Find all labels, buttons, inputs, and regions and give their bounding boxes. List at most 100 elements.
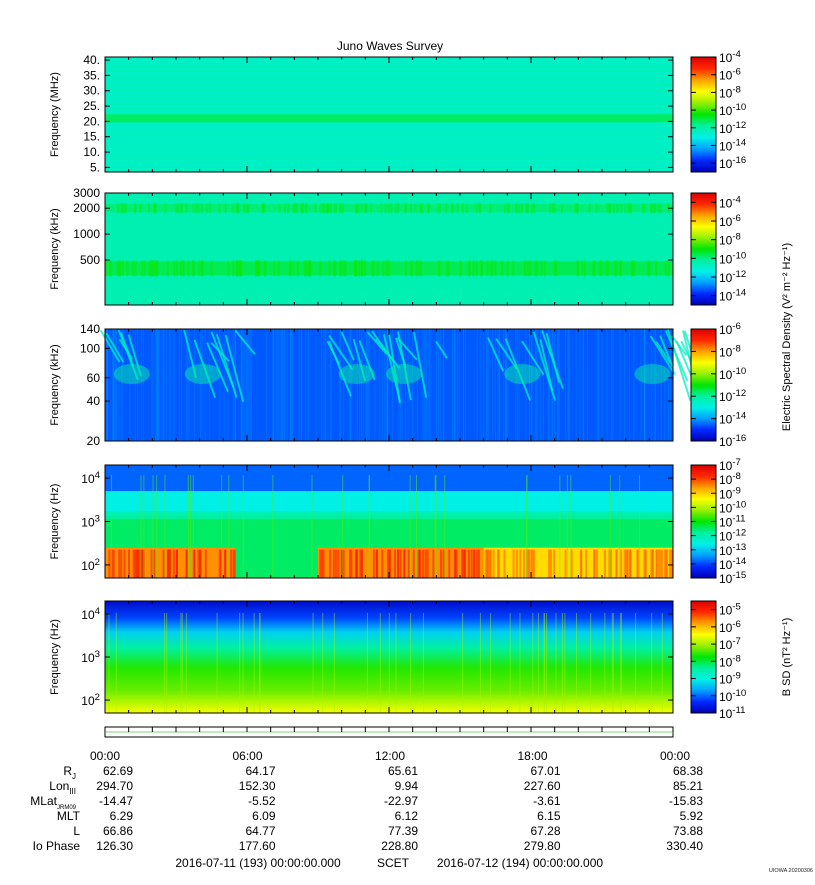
emission-streak [234, 329, 256, 355]
noise-streak [112, 329, 114, 441]
y-tick-label: 25. [83, 99, 100, 113]
colorbar-tick-label: 10-15 [719, 570, 746, 586]
emission-speckle [382, 260, 385, 277]
emission-speckle [192, 203, 195, 214]
noise-streak [367, 329, 369, 441]
emission-streak [105, 332, 125, 363]
emission-spike [467, 549, 470, 578]
emission-blob [386, 364, 422, 384]
noise-streak [426, 329, 428, 441]
ephemeris-value: 64.77 [245, 824, 275, 838]
emission-speckle [333, 203, 336, 214]
noise-streak [348, 329, 350, 441]
emission-spike [381, 549, 384, 578]
emission-spike [663, 549, 666, 578]
chart-title: Juno Waves Survey [337, 39, 443, 53]
y-tick-label: 140 [80, 322, 100, 336]
emission-speckle [179, 260, 182, 277]
emission-speckle [386, 260, 389, 277]
colorbar-tick-label: 10-8 [719, 232, 741, 248]
noise-streak [360, 329, 362, 441]
emission-streak [495, 338, 518, 370]
emission-spike [595, 549, 598, 578]
emission-spike [403, 549, 406, 578]
emission-speckle [288, 260, 291, 277]
emission-speckle [344, 260, 347, 277]
emission-speckle [177, 203, 180, 214]
emission-speckle [292, 260, 295, 277]
noise-streak [134, 329, 136, 441]
ephemeris-value: 152.30 [239, 779, 276, 793]
noise-streak [277, 329, 279, 441]
emission-speckle [654, 203, 657, 214]
ephemeris-value: 85.21 [673, 779, 703, 793]
ephemeris-value: -22.97 [384, 794, 418, 808]
emission-speckle [612, 203, 615, 214]
noise-streak [241, 329, 243, 441]
emission-speckle [376, 260, 379, 277]
emission-spike [530, 549, 533, 578]
spectrogram-striation [105, 89, 673, 91]
emission-speckle [322, 203, 325, 214]
emission-spike [424, 549, 427, 578]
emission-streak [435, 340, 448, 359]
time-label: 00:00 [90, 749, 120, 763]
colorbar-tick-label: 10-7 [719, 636, 741, 652]
emission-speckle [105, 260, 108, 277]
emission-speckle [409, 203, 412, 214]
emission-block [483, 547, 673, 578]
noise-streak [161, 329, 163, 441]
emission-streak [99, 329, 121, 363]
emission-spike [623, 549, 626, 578]
emission-speckle [456, 203, 459, 214]
noise-streak [480, 329, 482, 441]
emission-speckle [660, 203, 663, 214]
noise-streak [169, 329, 171, 441]
noise-streak [610, 329, 612, 441]
emission-spike [671, 549, 674, 578]
noise-streak [330, 329, 332, 441]
emission-speckle [643, 203, 646, 214]
colorbar-tick-label: 10-11 [719, 705, 746, 721]
noise-streak [485, 329, 487, 441]
timestamp-stamp: UIOWA 20200306 [769, 868, 813, 874]
y-tick-label: 100 [80, 341, 100, 355]
y-tick-label: 104 [81, 606, 100, 622]
emission-speckle [421, 203, 424, 214]
noise-streak [515, 329, 517, 441]
spectrogram-striation [105, 65, 673, 67]
emission-streak [371, 330, 396, 363]
emission-spike [199, 549, 202, 578]
emission-speckle [631, 260, 634, 277]
row-label: RJ [63, 764, 76, 781]
emission-speckle [451, 203, 454, 214]
noise-streak [438, 329, 440, 441]
colorbar-tick-label: 10-6 [719, 213, 741, 229]
noise-streak [137, 329, 139, 441]
y-tick-label: 1000 [73, 227, 100, 241]
noise-streak [180, 329, 182, 441]
noise-streak [586, 329, 588, 441]
noise-streak [558, 329, 560, 441]
noise-streak [250, 329, 252, 441]
emission-speckle [236, 203, 239, 214]
emission-spike [112, 549, 115, 578]
noise-streak [463, 329, 465, 441]
noise-streak [274, 329, 276, 441]
ephemeris-value: 9.94 [395, 779, 419, 793]
emission-spike [660, 549, 663, 578]
noise-streak [387, 329, 389, 441]
emission-speckle [404, 203, 407, 214]
emission-speckle [475, 203, 478, 214]
noise-streak [362, 329, 364, 441]
noise-streak [186, 329, 188, 441]
emission-speckle [468, 260, 471, 277]
emission-spike [193, 549, 196, 578]
spectrogram-striation [105, 70, 673, 72]
noise-streak [272, 329, 274, 441]
colorbar-tick-label: 10-6 [719, 67, 741, 83]
emission-speckle [439, 203, 442, 214]
y-tick-label: 40. [83, 53, 100, 67]
emission-speckle [427, 203, 430, 214]
noise-streak [291, 329, 293, 441]
